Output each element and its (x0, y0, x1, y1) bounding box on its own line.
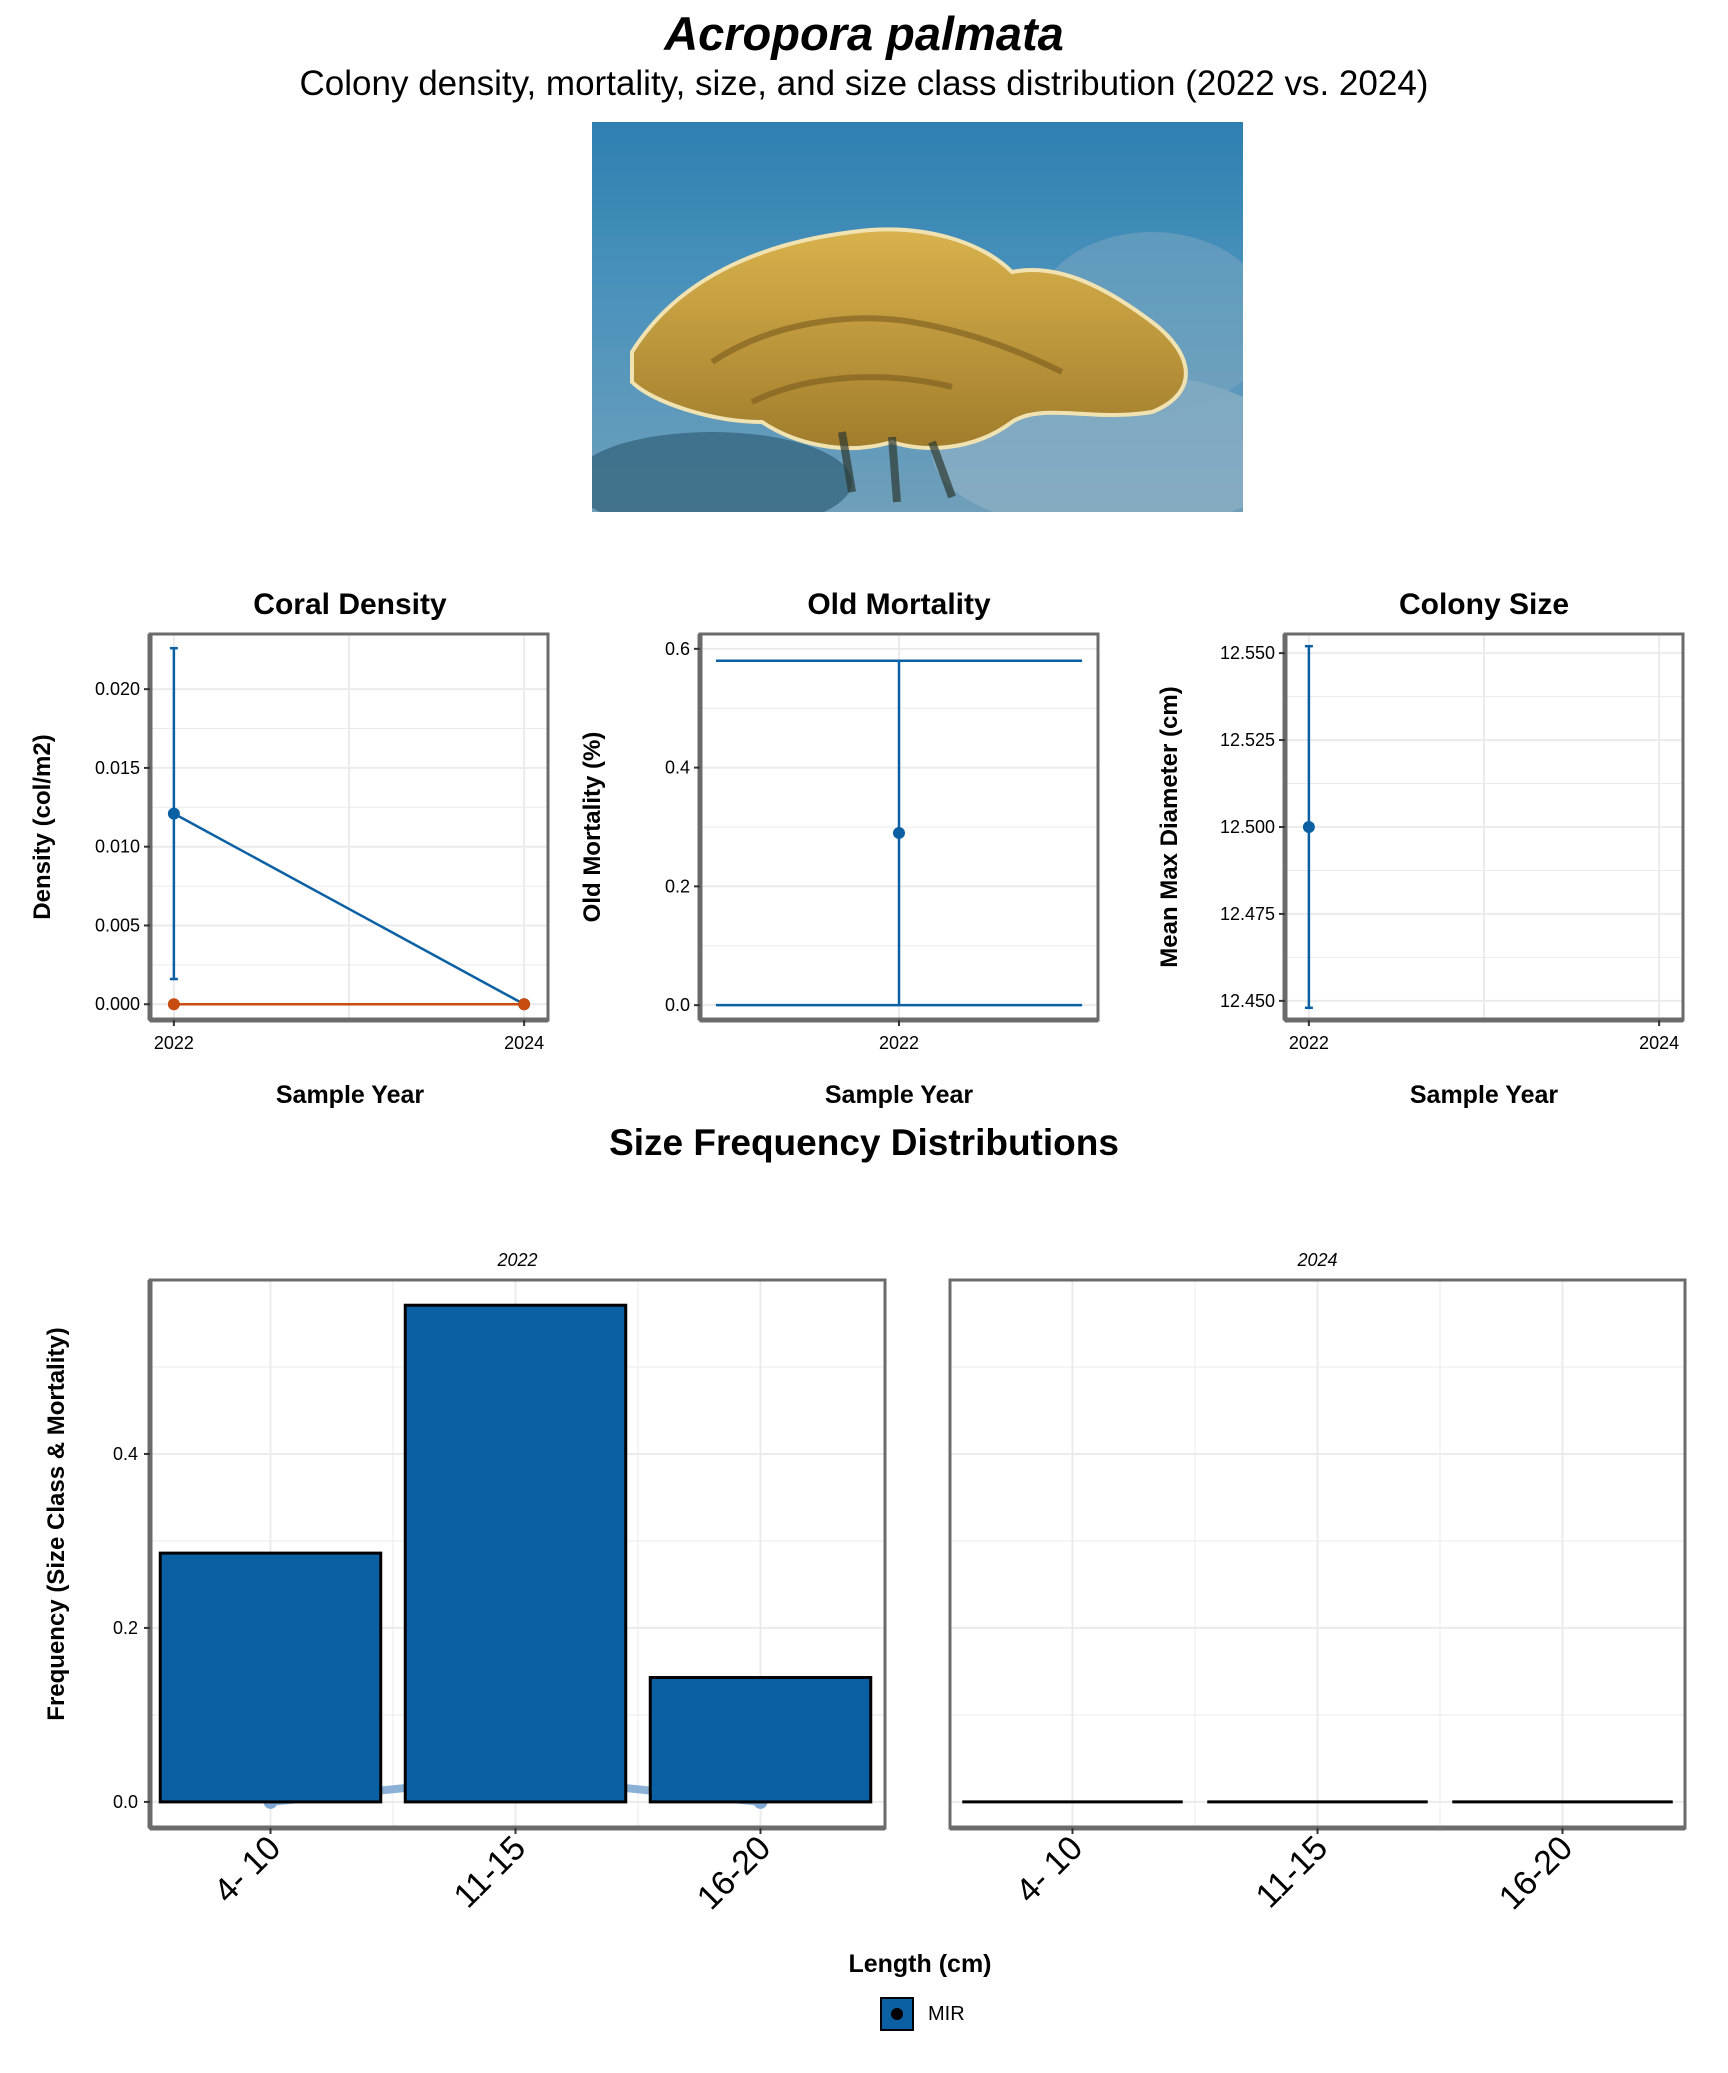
y-tick-label: 0.005 (95, 915, 140, 935)
y-tick-label: 0.015 (95, 758, 140, 778)
data-point (167, 807, 180, 820)
legend-dot-icon (891, 2008, 903, 2020)
x-tick-label: 2022 (1289, 1033, 1329, 1053)
y-tick-label: 0.000 (95, 994, 140, 1014)
y-axis-title: Frequency (Size Class & Mortality) (43, 1327, 70, 1720)
bar (648, 1676, 873, 1804)
panel-title: Colony Size (1399, 588, 1569, 621)
y-tick-label: 12.550 (1220, 643, 1275, 663)
legend-label-mir: MIR (928, 2002, 965, 2025)
x-axis-title: Sample Year (1410, 1081, 1559, 1109)
legend-key-mir (880, 1997, 914, 2031)
x-tick-label: 16-20 (690, 1829, 778, 1917)
x-tick-label: 11-15 (1249, 1829, 1336, 1916)
page-subtitle: Colony density, mortality, size, and siz… (299, 64, 1429, 103)
x-axis-title: Sample Year (276, 1081, 425, 1109)
x-tick-label: 4- 10 (1008, 1829, 1090, 1911)
y-axis-title: Mean Max Diameter (cm) (1156, 686, 1183, 967)
x-tick-label: 11-15 (447, 1829, 534, 1916)
x-tick-label: 2024 (1639, 1033, 1679, 1053)
coral-photo (592, 122, 1243, 512)
data-point (518, 998, 531, 1011)
facet-label: 2022 (496, 1250, 537, 1270)
y-tick-label: 0.6 (665, 639, 690, 659)
x-tick-label: 4- 10 (206, 1829, 288, 1911)
y-tick-label: 0.020 (95, 679, 140, 699)
legend: MIR (880, 1997, 965, 2031)
y-tick-label: 0.2 (113, 1618, 138, 1638)
x-axis-title: Sample Year (825, 1081, 974, 1109)
panel-title: Old Mortality (807, 588, 991, 621)
y-axis-title: Density (col/m2) (29, 734, 56, 919)
y-tick-label: 0.0 (665, 995, 690, 1015)
y-tick-label: 0.010 (95, 837, 140, 857)
y-tick-label: 0.2 (665, 876, 690, 896)
data-point (1302, 821, 1315, 833)
y-tick-label: 12.500 (1220, 817, 1275, 837)
y-axis-title: Old Mortality (%) (579, 732, 606, 923)
y-tick-label: 12.450 (1220, 991, 1275, 1011)
data-point (167, 998, 180, 1011)
panel-title: Coral Density (253, 588, 447, 621)
x-tick-label: 2022 (879, 1033, 919, 1053)
data-point (893, 826, 905, 839)
bar (158, 1551, 383, 1804)
x-tick-label: 16-20 (1492, 1829, 1580, 1917)
y-tick-label: 0.0 (113, 1792, 138, 1812)
x-tick-label: 2022 (154, 1033, 194, 1053)
facet-label: 2024 (1296, 1250, 1337, 1270)
y-tick-label: 0.4 (113, 1444, 138, 1464)
page-title: Acropora palmata (664, 7, 1064, 60)
x-axis-title: Length (cm) (848, 1950, 991, 1978)
x-tick-label: 2024 (504, 1033, 544, 1053)
series-line (173, 812, 525, 1006)
y-tick-label: 12.475 (1220, 904, 1275, 924)
size-frequency-section-title: Size Frequency Distributions (609, 1122, 1119, 1163)
y-tick-label: 0.4 (665, 758, 690, 778)
y-tick-label: 12.525 (1220, 730, 1275, 750)
bar (403, 1303, 628, 1804)
